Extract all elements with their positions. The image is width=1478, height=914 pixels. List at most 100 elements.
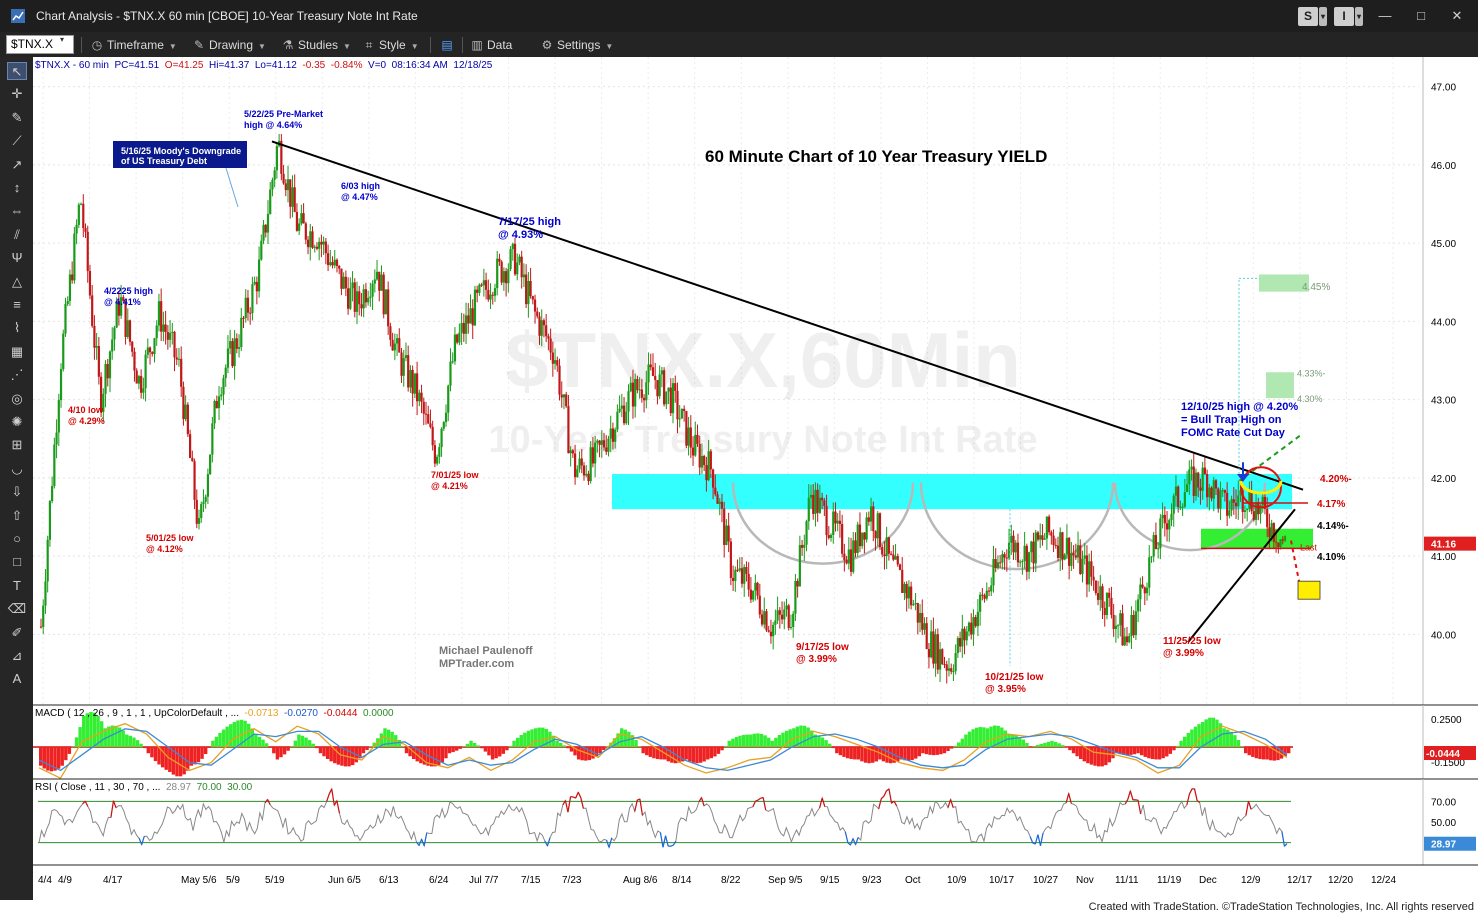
macd-histogram-bar xyxy=(569,747,574,752)
fib-fan-icon[interactable]: ⌇ xyxy=(13,320,21,336)
candle-body xyxy=(1214,480,1218,489)
stamp-icon[interactable]: ⊿ xyxy=(11,648,23,663)
macd-histogram-bar xyxy=(60,747,64,766)
macd-histogram-bar xyxy=(602,747,606,751)
chart-toolbar: $TNX.X ▾ ◷ Timeframe ▼ ✎ Drawing ▼ ⚗ Studies ▼… xyxy=(0,32,1478,57)
candle-body xyxy=(1210,487,1213,499)
settings-menu[interactable]: ⚙ Settings ▼ xyxy=(540,36,614,54)
layout-button[interactable]: ▤ xyxy=(440,36,457,54)
macd-histogram-bar xyxy=(939,747,943,755)
rsi-overbought-segment xyxy=(564,800,569,813)
eraser-icon[interactable]: ⌫ xyxy=(7,601,27,617)
candle-body xyxy=(418,392,421,402)
macd-histogram-bar xyxy=(1190,729,1194,747)
candle-body xyxy=(253,281,256,285)
candle-body xyxy=(106,363,109,379)
close-button[interactable]: ✕ xyxy=(1451,8,1463,23)
macd-histogram-bar xyxy=(1154,747,1158,760)
candle-body xyxy=(148,347,152,353)
symbol-dropdown-icon[interactable]: ▾ xyxy=(60,35,65,44)
macd-histogram-bar xyxy=(200,747,204,759)
arrow-up-icon[interactable]: ⇧ xyxy=(11,507,23,523)
channel-icon[interactable]: ⫽ xyxy=(14,226,20,242)
macd-histogram-bar xyxy=(584,747,588,761)
crosshair-icon[interactable]: ✛ xyxy=(11,86,23,102)
i-button[interactable]: I xyxy=(1334,7,1354,26)
data-menu[interactable]: ▥ Data xyxy=(470,36,512,54)
candle-body xyxy=(438,447,441,457)
gear-drawing-icon[interactable]: ✺ xyxy=(11,414,23,429)
s-button[interactable]: S xyxy=(1298,7,1318,26)
triangle-icon[interactable]: △ xyxy=(12,273,22,289)
minimize-button[interactable]: — xyxy=(1378,8,1392,23)
pointer-icon[interactable]: ↖ xyxy=(7,62,27,80)
time-tick-label: 12/20 xyxy=(1328,875,1353,886)
candle-body xyxy=(1145,587,1149,594)
macd-histogram-bar xyxy=(888,747,893,764)
candle-body xyxy=(291,187,294,207)
price-markers-icon[interactable]: ⊞ xyxy=(11,437,23,453)
candle-body xyxy=(79,203,83,205)
text-box-icon[interactable]: A xyxy=(12,671,22,687)
maximize-button[interactable]: □ xyxy=(1417,8,1425,23)
time-axis-background xyxy=(33,865,1478,900)
drawing-menu[interactable]: ✎ Drawing ▼ xyxy=(192,36,266,54)
rectangle-icon[interactable]: □ xyxy=(13,554,21,570)
vertical-line-icon[interactable]: ↕ xyxy=(13,180,21,195)
candle-body xyxy=(763,611,766,625)
ellipse-target-icon[interactable]: ◎ xyxy=(11,390,23,406)
fib-icon[interactable]: ≡ xyxy=(13,297,21,312)
macd-line xyxy=(38,722,1288,780)
candle-body xyxy=(887,537,890,554)
arc-icon[interactable]: ◡ xyxy=(11,460,23,476)
style-menu[interactable]: ⌗ Style ▼ xyxy=(362,36,419,54)
circle-icon[interactable]: ○ xyxy=(13,531,21,546)
brush-icon[interactable]: ✐ xyxy=(11,624,23,640)
text-icon[interactable]: T xyxy=(13,577,21,593)
macd-histogram-bar xyxy=(827,743,832,747)
candle-body xyxy=(131,341,134,352)
i-dropdown-icon[interactable]: ▾ xyxy=(1355,7,1363,26)
horizontal-line-icon[interactable]: ⇔ xyxy=(10,203,24,219)
macd-histogram-bar xyxy=(1265,747,1269,760)
candle-body xyxy=(674,383,677,391)
candle-body xyxy=(783,609,786,620)
s-dropdown-icon[interactable]: ▾ xyxy=(1319,7,1327,26)
macd-histogram-bar xyxy=(1258,747,1262,760)
marker-420: 4.20%- xyxy=(1320,474,1352,485)
candle-body xyxy=(91,295,94,326)
candle-body xyxy=(444,412,448,423)
candle-body xyxy=(994,559,997,568)
macd-histogram-bar xyxy=(480,747,484,749)
candle-body xyxy=(622,405,626,424)
studies-menu[interactable]: ⚗ Studies ▼ xyxy=(281,36,351,54)
ann-1021-label: 10/21/25 low @ 3.95% xyxy=(985,672,1044,695)
macd-histogram-bar xyxy=(182,747,186,775)
grid-icon[interactable]: ▦ xyxy=(10,343,24,359)
candle-body xyxy=(1246,508,1249,511)
ray-icon[interactable]: ↗ xyxy=(11,156,23,172)
timeframe-menu[interactable]: ◷ Timeframe ▼ xyxy=(90,36,177,54)
macd-histogram-bar xyxy=(150,747,154,758)
candle-body xyxy=(180,358,183,387)
symbol-input[interactable]: $TNX.X xyxy=(6,35,74,54)
macd-histogram-bar xyxy=(214,736,219,747)
macd-histogram-bar xyxy=(42,747,46,769)
rsi-header: RSI ( Close , 11 , 30 , 70 , ... 28.97 7… xyxy=(35,782,253,793)
arrow-down-icon[interactable]: ⇩ xyxy=(11,484,23,500)
candle-body xyxy=(961,628,964,647)
trendline-icon[interactable]: ⟋ xyxy=(12,133,22,149)
candle-body xyxy=(73,233,76,281)
rsi-value-box xyxy=(1424,836,1476,851)
pen-icon[interactable]: ✎ xyxy=(11,109,23,125)
toolbar-divider xyxy=(430,37,431,53)
candle-body xyxy=(191,457,194,462)
pitchfork-icon[interactable]: Ψ xyxy=(11,250,23,266)
macd-histogram-bar xyxy=(903,747,907,761)
rsi-oversold-segment xyxy=(141,836,145,845)
speedlines-icon[interactable]: ⋰ xyxy=(10,367,24,383)
macd-histogram-bar xyxy=(942,747,947,754)
macd-histogram-bar xyxy=(1079,747,1083,760)
candle-body xyxy=(1190,466,1193,470)
